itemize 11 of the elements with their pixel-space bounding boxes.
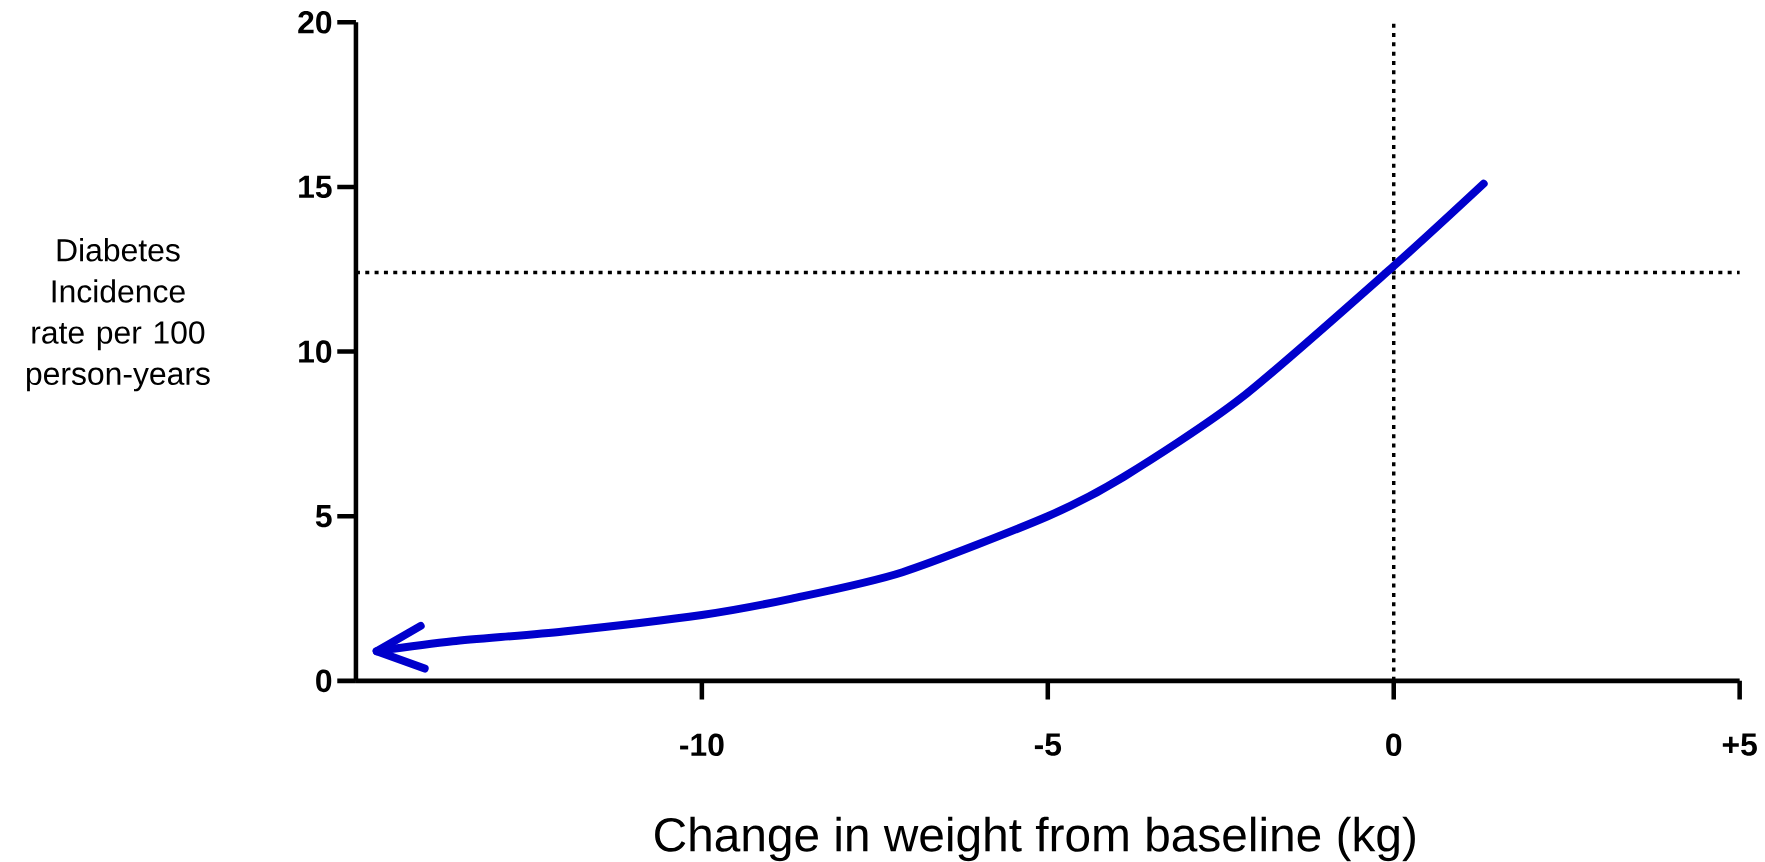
x-tick-label: -10 <box>680 733 724 757</box>
y-tick-label: 15 <box>299 175 332 199</box>
y-tick-label: 0 <box>316 669 332 693</box>
y-tick-label: 20 <box>298 11 332 34</box>
x-tick-label: +5 <box>1722 733 1757 756</box>
y-tick-label: 10 <box>299 340 332 363</box>
x-tick-label: 0 <box>1386 733 1402 757</box>
x-axis-title: Change in weight from baseline (kg) <box>655 816 1415 862</box>
y-tick-label: 5 <box>315 505 332 528</box>
y-axis-title: Diabetes Incidence rate per 100 person-years <box>27 238 210 392</box>
x-tick-label: -5 <box>1034 733 1062 756</box>
